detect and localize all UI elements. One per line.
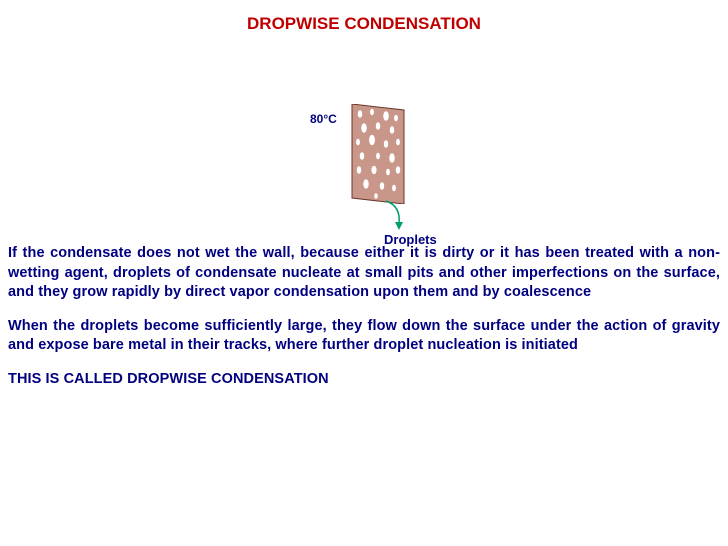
plate-svg	[348, 104, 408, 204]
paragraph-1: If the condensate does not wet the wall,…	[8, 244, 720, 303]
slide-page: DROPWISE CONDENSATION 80°C	[0, 0, 728, 546]
droplets-label: Droplets	[384, 232, 437, 247]
diagram: 80°C	[8, 34, 720, 244]
temperature-label: 80°C	[310, 112, 337, 126]
paragraph-3: THIS IS CALLED DROPWISE CONDENSATION	[8, 370, 720, 390]
droplets-arrow-icon	[383, 200, 407, 232]
condensation-plate	[348, 104, 408, 204]
paragraph-2: When the droplets become sufficiently la…	[8, 317, 720, 356]
page-title: DROPWISE CONDENSATION	[8, 14, 720, 34]
